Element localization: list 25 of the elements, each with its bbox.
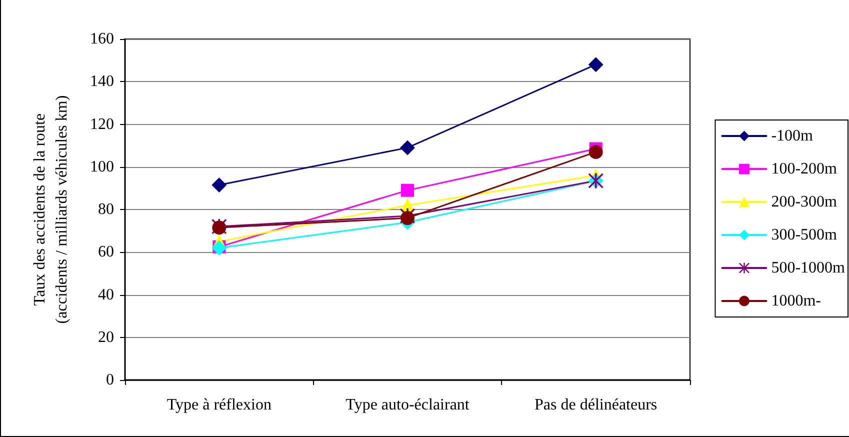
x-tick-label: Type auto-éclairant bbox=[346, 396, 470, 414]
point bbox=[588, 57, 604, 72]
y-tick-label: 140 bbox=[90, 73, 114, 90]
point bbox=[588, 144, 603, 159]
y-axis-title: Taux des accidents de la route (accidents / milliards véhicules km) bbox=[32, 95, 70, 324]
x-tick-label: Type à réflexion bbox=[166, 396, 272, 414]
legend-label: 300-500m bbox=[771, 226, 838, 244]
legend-label: 100-200m bbox=[771, 160, 838, 178]
y-tick-label: 80 bbox=[98, 201, 114, 218]
legend-label: 500-1000m bbox=[771, 260, 846, 276]
y-tick-label: 120 bbox=[90, 116, 114, 133]
legend-label: 200-300m bbox=[771, 194, 838, 210]
point bbox=[400, 140, 415, 156]
y-tick-label: 40 bbox=[98, 286, 114, 304]
point bbox=[401, 184, 414, 197]
x-tick-label: Pas de délinéateurs bbox=[534, 396, 658, 414]
y-tick-label: 60 bbox=[98, 244, 114, 261]
y-tick-label: 100 bbox=[90, 158, 114, 176]
point bbox=[212, 177, 227, 192]
y-tick-label: 20 bbox=[98, 328, 114, 346]
point bbox=[400, 211, 414, 226]
legend-label: -100m bbox=[771, 128, 814, 144]
y-tick-label: 160 bbox=[90, 30, 114, 48]
y-tick-label: 0 bbox=[106, 372, 114, 388]
legend-label: 1000m- bbox=[771, 292, 822, 310]
